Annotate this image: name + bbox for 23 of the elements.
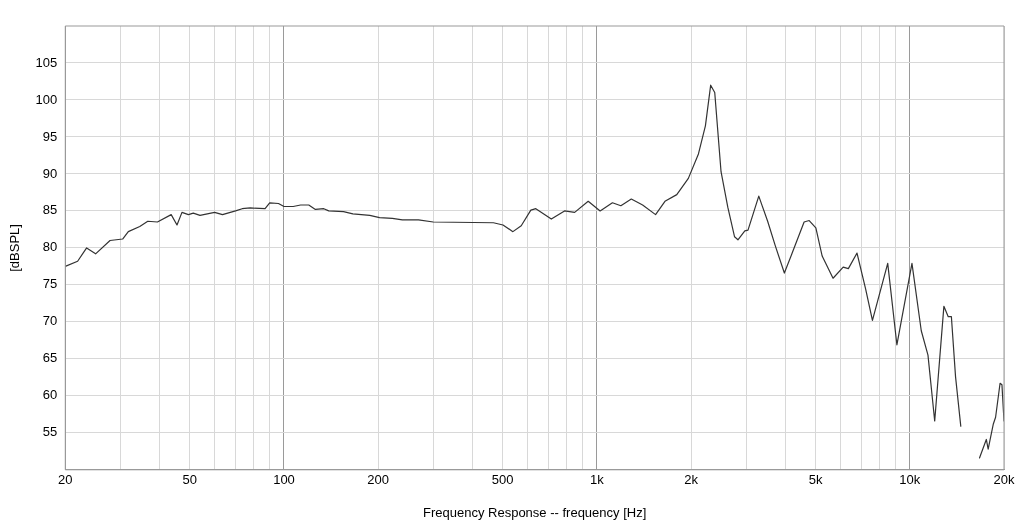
x-axis-title: Frequency Response -- frequency [Hz] [423, 504, 647, 520]
y-tick-label: 60 [42, 387, 58, 403]
x-tick-label: 2k [684, 472, 699, 488]
x-tick-label: 20 [58, 472, 73, 488]
x-tick-label: 5k [808, 472, 823, 488]
x-tick-label: 100 [273, 472, 295, 488]
y-tick-label: 90 [42, 165, 58, 181]
y-tick-label: 100 [35, 91, 58, 107]
x-tick-label: 500 [491, 472, 514, 488]
y-tick-label: 105 [35, 54, 58, 70]
y-axis-title: [dBSPL] [7, 224, 23, 272]
y-tick-label: 85 [42, 202, 58, 218]
y-tick-label: 70 [42, 313, 58, 329]
y-tick-label: 75 [42, 276, 58, 292]
y-tick-label: 80 [42, 239, 58, 255]
y-tick-label: 65 [42, 350, 58, 366]
x-tick-label: 10k [899, 472, 921, 488]
y-tick-label: 55 [42, 424, 58, 440]
x-tick-label: 20k [993, 472, 1015, 488]
y-tick-label: 95 [42, 128, 58, 144]
x-tick-label: 50 [182, 472, 198, 488]
x-tick-label: 200 [367, 472, 390, 488]
x-tick-label: 1k [590, 472, 605, 488]
